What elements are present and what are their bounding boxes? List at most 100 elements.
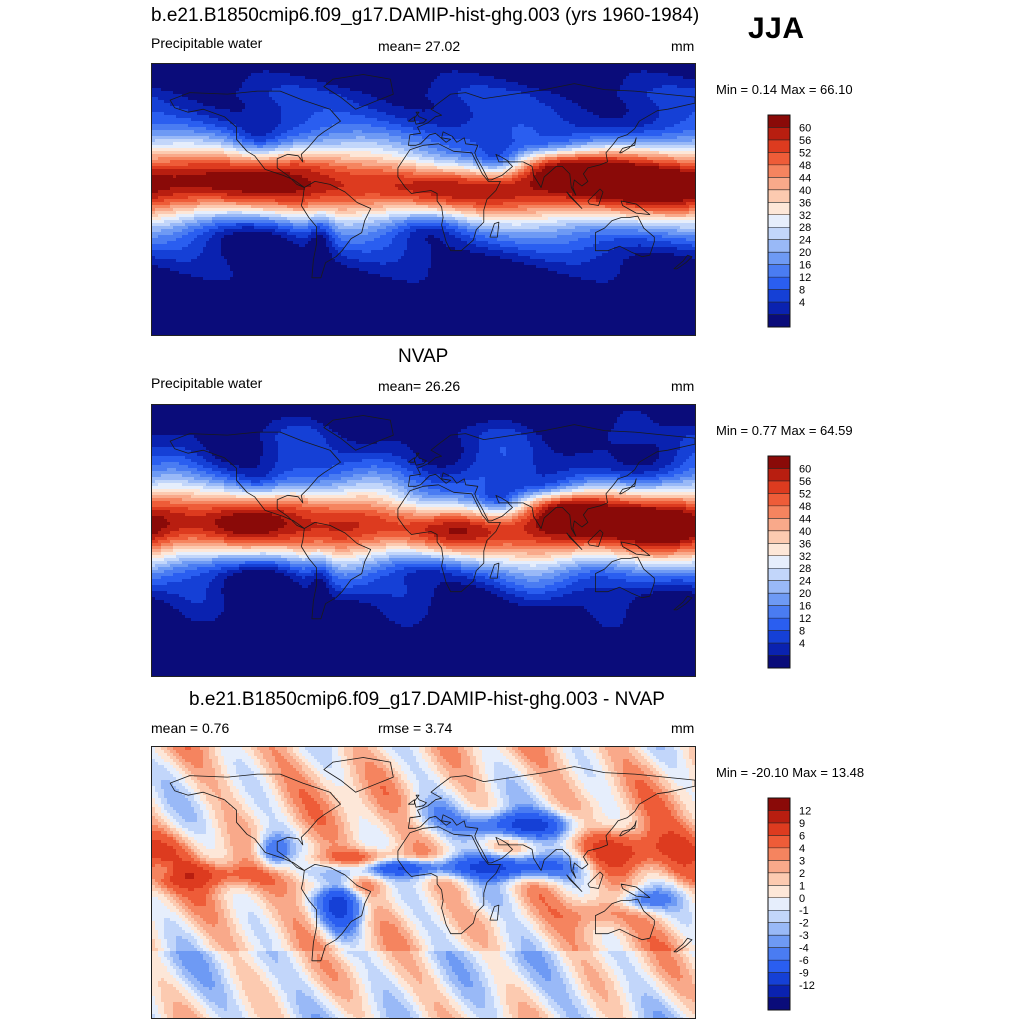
colorbar-swatch xyxy=(768,480,790,494)
colorbar-swatch xyxy=(768,618,790,631)
colorbar-tick-label: -2 xyxy=(799,918,809,930)
colorbar-tick-label: 8 xyxy=(799,285,805,297)
colorbar-tick-label: 60 xyxy=(799,122,811,134)
colorbar-tick-label: 2 xyxy=(799,868,805,880)
colorbar-swatch xyxy=(768,227,790,241)
colorbar-swatch xyxy=(768,139,790,153)
panel-1-units-label: mm xyxy=(671,38,694,54)
colorbar-tick-label: 4 xyxy=(799,843,805,855)
colorbar-swatch xyxy=(768,643,790,656)
colorbar-swatch xyxy=(768,872,790,886)
colorbar-swatch xyxy=(768,580,790,594)
colorbar-tick-label: 40 xyxy=(799,185,811,197)
panel-2-title: NVAP xyxy=(398,346,448,368)
colorbar-tick-label: 3 xyxy=(799,855,805,867)
panel-2-map xyxy=(151,404,696,677)
colorbar-tick-label: 6 xyxy=(799,830,805,842)
panel-1-minmax: Min = 0.14 Max = 66.10 xyxy=(716,82,853,97)
colorbar-tick-label: 20 xyxy=(799,588,811,600)
panel-1-title: b.e21.B1850cmip6.f09_g17.DAMIP-hist-ghg.… xyxy=(151,5,699,27)
colorbar-tick-label: 44 xyxy=(799,513,811,525)
colorbar-swatch xyxy=(768,897,790,911)
panel-3-map xyxy=(151,746,696,1019)
colorbar-swatch xyxy=(768,277,790,290)
colorbar-tick-label: 28 xyxy=(799,563,811,575)
colorbar-tick-label: 36 xyxy=(799,538,811,550)
colorbar-swatch xyxy=(768,314,790,328)
colorbar-swatch xyxy=(768,264,790,278)
colorbar-swatch xyxy=(768,127,790,141)
colorbar-tick-label: 12 xyxy=(799,805,811,817)
colorbar-swatch xyxy=(768,456,790,469)
colorbar-tick-label: 48 xyxy=(799,160,811,172)
map-field xyxy=(152,405,695,676)
colorbar-tick-label: 24 xyxy=(799,235,811,247)
panel-2-minmax: Min = 0.77 Max = 64.59 xyxy=(716,423,853,438)
colorbar-swatch xyxy=(768,593,790,606)
colorbar-tick-label: 1 xyxy=(799,880,805,892)
colorbar-swatch xyxy=(768,493,790,507)
map-field xyxy=(152,747,695,1018)
colorbar-swatch xyxy=(768,555,790,569)
map-field xyxy=(152,64,695,335)
colorbar-swatch xyxy=(768,177,790,191)
coastlines xyxy=(169,415,695,620)
colorbar-tick-label: 32 xyxy=(799,551,811,563)
colorbar-tick-label: 56 xyxy=(799,476,811,488)
colorbar-tick-label: 52 xyxy=(799,147,811,159)
colorbar-tick-label: 4 xyxy=(799,297,805,309)
colorbar-swatch xyxy=(768,605,790,619)
colorbar-swatch xyxy=(768,947,790,961)
coastlines xyxy=(169,757,695,962)
panel-2-variable-label: Precipitable water xyxy=(151,375,262,391)
colorbar-swatch xyxy=(768,239,790,253)
colorbar-tick-label: 60 xyxy=(799,463,811,475)
colorbar-tick-label: -6 xyxy=(799,955,809,967)
colorbar-tick-label: 40 xyxy=(799,526,811,538)
colorbar-swatch xyxy=(768,655,790,669)
colorbar-swatch xyxy=(768,152,790,166)
colorbar-swatch xyxy=(768,115,790,128)
coastlines xyxy=(169,74,695,279)
colorbar-swatch xyxy=(768,164,790,178)
colorbar-swatch xyxy=(768,214,790,228)
colorbar-swatch xyxy=(768,847,790,861)
panel-3-rmse-label: rmse = 3.74 xyxy=(378,720,452,736)
colorbar-swatch xyxy=(768,530,790,544)
panel-2-colorbar: 60 56 52 48 44 40 36 32 28 24 20 16 12 8 4 xyxy=(767,455,828,671)
colorbar-swatch xyxy=(768,543,790,557)
colorbar-swatch xyxy=(768,568,790,582)
panel-2-units-label: mm xyxy=(671,378,694,394)
panel-1-mean-label: mean= 27.02 xyxy=(378,38,460,54)
colorbar-swatch xyxy=(768,518,790,532)
colorbar-swatch xyxy=(768,822,790,836)
colorbar-tick-label: 12 xyxy=(799,272,811,284)
colorbar-tick-label: 28 xyxy=(799,222,811,234)
colorbar-swatch xyxy=(768,910,790,924)
colorbar-tick-label: 16 xyxy=(799,260,811,272)
colorbar-tick-label: -4 xyxy=(799,943,809,955)
colorbar-swatch xyxy=(768,505,790,519)
colorbar-tick-label: -12 xyxy=(799,980,815,992)
colorbar-swatch xyxy=(768,860,790,874)
colorbar-swatch xyxy=(768,972,790,986)
colorbar-tick-label: 4 xyxy=(799,638,805,650)
colorbar-tick-label: 12 xyxy=(799,613,811,625)
colorbar-swatch xyxy=(768,189,790,203)
panel-3-colorbar: 12 9 6 4 3 2 1 0 -1 -2 -3 -4 -6 -9 -12 xyxy=(767,797,828,1013)
panel-2-mean-label: mean= 26.26 xyxy=(378,378,460,394)
panel-1-colorbar: 60 56 52 48 44 40 36 32 28 24 20 16 12 8 4 xyxy=(767,114,828,330)
colorbar-swatch xyxy=(768,997,790,1011)
colorbar-tick-label: 36 xyxy=(799,197,811,209)
colorbar-swatch xyxy=(768,302,790,315)
colorbar-tick-label: 16 xyxy=(799,601,811,613)
colorbar-swatch xyxy=(768,252,790,265)
colorbar-swatch xyxy=(768,885,790,899)
colorbar-tick-label: 52 xyxy=(799,488,811,500)
colorbar-tick-label: -1 xyxy=(799,905,809,917)
colorbar-swatch xyxy=(768,960,790,973)
colorbar-swatch xyxy=(768,468,790,482)
panel-3-minmax: Min = -20.10 Max = 13.48 xyxy=(716,765,864,780)
colorbar-tick-label: 48 xyxy=(799,501,811,513)
colorbar-tick-label: -9 xyxy=(799,968,809,980)
